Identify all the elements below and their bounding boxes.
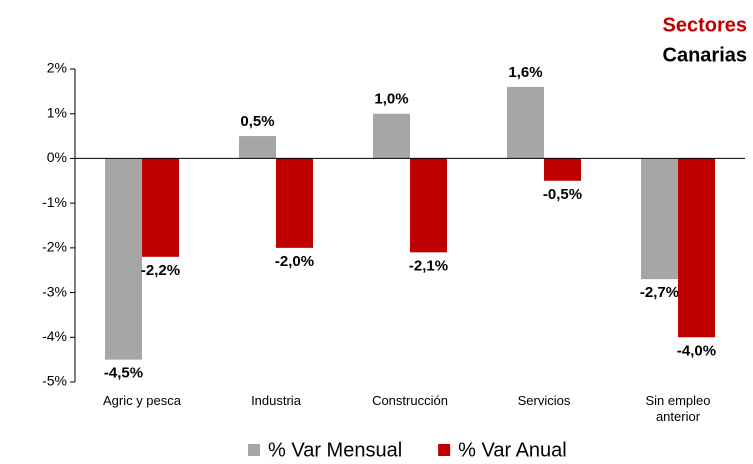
data-label: -2,7% [640, 284, 679, 301]
x-tick-label: Industria [251, 393, 301, 408]
y-tick-label: 0% [47, 149, 67, 165]
legend-label: % Var Mensual [268, 439, 402, 461]
data-label: 0,5% [240, 113, 274, 130]
y-tick-label: 1% [47, 104, 67, 120]
y-tick-label: -1% [42, 194, 67, 210]
legend-swatch [438, 444, 451, 456]
bar [239, 136, 276, 159]
bar [544, 158, 581, 181]
bar [373, 113, 410, 159]
bar [105, 158, 142, 360]
x-tick-label: Servicios [517, 393, 571, 408]
y-tick-label: -5% [42, 373, 67, 389]
x-tick-label: Agric y pesca [102, 393, 182, 408]
bar [410, 158, 447, 253]
bar [276, 158, 313, 248]
data-label: -4,0% [677, 342, 716, 359]
y-tick-label: -2% [42, 239, 67, 255]
data-label: 1,0% [374, 91, 408, 108]
y-tick-label: -4% [42, 328, 67, 344]
legend-label: % Var Anual [458, 439, 567, 461]
bar [507, 86, 544, 159]
data-label: 1,6% [508, 64, 542, 81]
legend-swatch [248, 444, 260, 456]
bar [678, 158, 715, 338]
y-tick-label: -3% [42, 283, 67, 299]
data-label: -2,0% [275, 253, 314, 270]
chart-subtitle: Canarias [663, 44, 748, 66]
data-label: -4,5% [104, 365, 143, 382]
x-tick-label: Construcción [372, 393, 448, 408]
x-tick-label: Sin empleo anterior [645, 393, 711, 424]
bar [142, 158, 179, 257]
bar [641, 158, 678, 280]
y-tick-label: 2% [47, 60, 67, 76]
data-label: -0,5% [543, 186, 582, 203]
data-label: -2,1% [409, 257, 448, 274]
chart-title: Sectores [663, 14, 748, 36]
data-label: -2,2% [141, 262, 180, 279]
